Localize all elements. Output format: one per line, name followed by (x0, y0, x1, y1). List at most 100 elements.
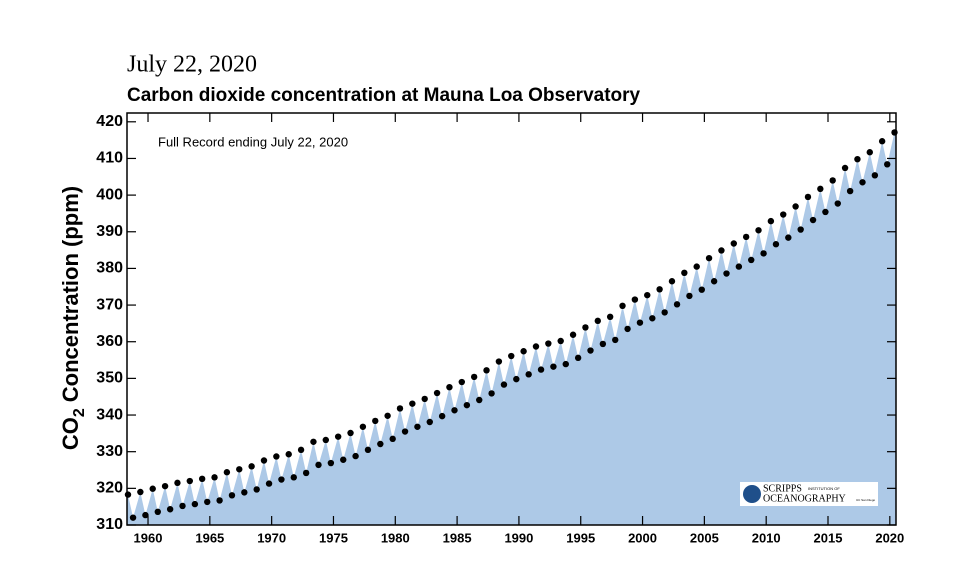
data-point (414, 423, 421, 430)
data-point (129, 514, 137, 521)
data-point (636, 319, 644, 326)
logo: SCRIPPS INSTITUTION OF OCEANOGRAPHY UC S… (740, 482, 878, 506)
data-point (594, 317, 601, 325)
logo-tag: UC San Diego (856, 498, 876, 502)
data-point (142, 511, 149, 519)
data-point (673, 301, 681, 308)
data-point (718, 247, 725, 254)
data-point (302, 469, 310, 477)
data-point (273, 453, 280, 460)
data-point (166, 506, 174, 513)
data-point (409, 400, 416, 407)
data-point (483, 367, 490, 374)
x-tick-label: 1985 (443, 530, 472, 545)
data-point (174, 479, 181, 487)
data-point (520, 348, 527, 355)
data-point (389, 435, 396, 443)
data-point (841, 164, 849, 172)
y-tick-label: 390 (96, 223, 123, 240)
data-point (290, 474, 297, 481)
y-tick-label: 320 (96, 480, 123, 497)
y-tick-label: 330 (96, 443, 123, 460)
y-tick-label: 380 (96, 260, 123, 277)
data-point (780, 211, 787, 218)
data-point (204, 498, 211, 506)
data-point (241, 489, 248, 496)
data-point (260, 457, 268, 464)
data-point (384, 412, 391, 419)
data-point (401, 428, 409, 435)
data-point (557, 337, 564, 345)
x-tick-label: 2020 (875, 530, 904, 545)
logo-globe (743, 485, 761, 503)
data-point (500, 381, 508, 388)
data-point (854, 155, 861, 163)
y-tick-label: 350 (96, 370, 123, 387)
data-point (488, 390, 495, 397)
data-point (693, 263, 700, 270)
data-point (829, 177, 836, 184)
data-point (525, 371, 532, 378)
data-point (340, 456, 347, 463)
data-point (458, 378, 465, 386)
data-point (537, 366, 545, 373)
data-point (278, 476, 285, 483)
data-point (334, 433, 342, 440)
data-point (698, 286, 705, 293)
data-point (606, 313, 614, 321)
data-point (878, 138, 886, 145)
data-point (322, 436, 330, 444)
data-point (532, 343, 540, 350)
data-point (377, 440, 384, 448)
area (127, 132, 896, 525)
chart-date: July 22, 2020 (127, 52, 257, 78)
y-tick-label: 340 (96, 406, 123, 423)
logo-small: INSTITUTION OF (808, 486, 840, 491)
data-point (742, 233, 750, 241)
x-tick-label: 2005 (690, 530, 719, 545)
data-point (191, 500, 199, 508)
plot-frame (126, 112, 897, 526)
data-point (285, 451, 292, 458)
y-tick-label: 420 (96, 113, 123, 130)
data-point (179, 502, 186, 510)
logo-name: SCRIPPS (763, 483, 802, 494)
data-point (352, 452, 359, 460)
plot-area: 310 320 330 340 350 360 370 380 390 400 410 420 1960… (96, 112, 904, 545)
data-point (372, 417, 379, 425)
y-tick-label: 370 (96, 296, 123, 313)
data-point (755, 227, 762, 234)
data-point (748, 256, 755, 264)
data-point (253, 486, 260, 493)
data-point (562, 360, 569, 368)
data-point (495, 358, 503, 365)
annotation: Full Record ending July 22, 2020 (158, 134, 348, 149)
data-point (817, 185, 824, 193)
data-point (446, 383, 453, 391)
data-point (310, 438, 317, 445)
data-point (624, 325, 631, 333)
data-point (396, 405, 404, 412)
data-point (661, 309, 668, 316)
data-point (866, 149, 873, 156)
x-tick-label: 1995 (566, 530, 595, 545)
data-point (891, 129, 898, 136)
data-point (216, 497, 223, 504)
x-tick-label: 1960 (134, 530, 163, 545)
data-point (612, 336, 619, 344)
y-tick-label: 310 (96, 516, 123, 533)
y-axis-label: CO2 Concentration (ppm) (58, 186, 88, 450)
data-point (884, 161, 891, 168)
data-point (438, 412, 446, 420)
data-point (426, 418, 433, 426)
data-point (859, 179, 866, 186)
data-point (359, 423, 367, 430)
data-point (265, 480, 273, 487)
data-point (797, 226, 804, 233)
data-point (686, 292, 693, 300)
y-tick-label: 410 (96, 150, 123, 167)
data-point (470, 373, 478, 381)
x-tick-label: 1970 (257, 530, 286, 545)
